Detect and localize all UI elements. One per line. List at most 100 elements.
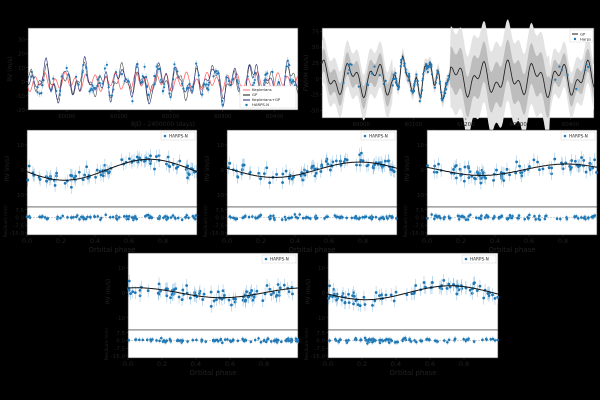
phase-5-point: [455, 292, 459, 296]
phase-5-point: [447, 282, 451, 286]
rv-point: [50, 88, 53, 91]
phase-2-ylabel: RV (m/s): [204, 156, 211, 182]
rv-point: [188, 82, 191, 86]
phase-4-point: [245, 290, 249, 294]
phase-4-point: [275, 293, 279, 297]
rv-xlabel: BJD - 2400000 (days): [131, 121, 195, 128]
phase-4-point: [287, 290, 291, 294]
fwhm-point: [554, 78, 557, 81]
phase-1-point: [103, 163, 107, 167]
phase-2-xtick-label: 0.4: [290, 237, 300, 245]
phase-4-residual-point: [158, 339, 161, 343]
rv-point: [168, 92, 171, 95]
fwhm-point: [415, 73, 418, 76]
rv-point: [205, 83, 208, 86]
rv-point: [55, 89, 58, 93]
phase-4-res-label: Residuals (m/s): [104, 328, 109, 361]
phase-1-point: [165, 162, 168, 166]
rv-point: [98, 81, 101, 85]
phase-1-xtick-label: 0.2: [56, 237, 66, 245]
fwhm-point: [560, 68, 563, 71]
phase-3-legend-swatch: [563, 134, 567, 138]
phase-5-point: [374, 291, 378, 294]
phase-4-point: [291, 292, 294, 296]
phase-5-point: [460, 287, 464, 290]
phase-1-residual-point: [117, 215, 121, 219]
phase-1-point: [128, 157, 131, 161]
rv-point: [195, 62, 198, 65]
phase-2-point: [265, 166, 269, 170]
rv-point: [107, 86, 110, 89]
phase-5-legend-box: [461, 254, 497, 264]
rv-legend-label: Keplerians: [252, 87, 272, 92]
phase-4-point: [198, 292, 201, 295]
fwhm-xtick-label: 60300: [509, 122, 527, 128]
phase-4-residual-point: [195, 338, 198, 342]
phase-4-residual-point: [257, 337, 260, 340]
phase-5-residual-point: [453, 337, 457, 341]
phase-4-residual-point: [165, 339, 169, 342]
phase-3-residual-point: [517, 214, 521, 217]
fwhm-point: [434, 81, 437, 84]
phase-2-residual-point: [301, 216, 305, 220]
phase-3-xlabel: Orbital phase: [488, 246, 535, 254]
phase-1-point: [99, 173, 103, 177]
phase-5-point: [377, 294, 381, 297]
phase-5-point: [496, 295, 500, 299]
phase-4-residual-point: [266, 337, 270, 341]
phase-4-residual-point: [191, 338, 195, 342]
phase-1-res-ytick-label: 7.5: [15, 208, 24, 214]
phase-2-point: [299, 174, 303, 178]
phase-5-residual-point: [442, 339, 446, 342]
fwhm-point: [394, 81, 397, 84]
fwhm-point: [438, 82, 441, 85]
phase-2-panel: -10 0 10 RV (m/s) HARPS-N: [204, 129, 398, 208]
rv-point: [108, 94, 111, 97]
phase-2-point: [257, 171, 261, 175]
phase-1-residual-point: [147, 213, 150, 217]
fwhm-point: [366, 83, 370, 87]
phase-3-residual-point: [576, 217, 580, 220]
phase-1-point: [107, 171, 111, 175]
fwhm-point: [346, 72, 350, 75]
rv-point: [227, 79, 231, 83]
phase-3-point: [468, 170, 472, 174]
phase-4-point: [234, 297, 237, 301]
phase-5-ytick-label: 0: [322, 291, 326, 297]
phase-5-point: [358, 304, 362, 308]
phase-5-point: [430, 281, 434, 284]
phase-5-point: [352, 294, 356, 298]
phase-3-point: [595, 171, 598, 174]
phase-5-residual-point: [485, 338, 488, 341]
phase-4-point: [220, 297, 224, 301]
phase-3-residual-point: [580, 216, 583, 219]
rv-point: [263, 79, 266, 82]
phase-5-xtick-label: 0.4: [391, 360, 401, 368]
rv-point: [124, 77, 127, 81]
rv-point: [98, 76, 101, 79]
phase-4-point: [127, 279, 131, 283]
phase-1-residual-point: [89, 216, 92, 219]
rv-point: [58, 93, 61, 96]
phase-5-point: [363, 303, 367, 306]
phase-4-residual-point: [159, 336, 163, 340]
phase-1-point: [69, 174, 72, 177]
rv-point: [85, 66, 88, 69]
phase-1-residual-point: [78, 218, 81, 221]
phase-3-residual-point: [500, 215, 503, 218]
phase-4-residual-point: [279, 340, 283, 344]
phase-5-point: [343, 301, 347, 304]
phase-1-residual-point: [108, 215, 112, 219]
fwhm-ytick-label: -25: [310, 93, 319, 99]
fwhm-point: [403, 64, 406, 68]
phase-1-residual-point: [82, 217, 85, 221]
phase-4-point: [248, 291, 252, 295]
phase-5-point: [373, 299, 377, 303]
phase-3-residual-point: [523, 217, 527, 221]
phase-1-point: [26, 178, 30, 182]
phase-1-xtick-label: 0.0: [22, 237, 32, 245]
phase-5-xlabel: Orbital phase: [389, 369, 436, 377]
phase-1-point: [166, 155, 170, 159]
